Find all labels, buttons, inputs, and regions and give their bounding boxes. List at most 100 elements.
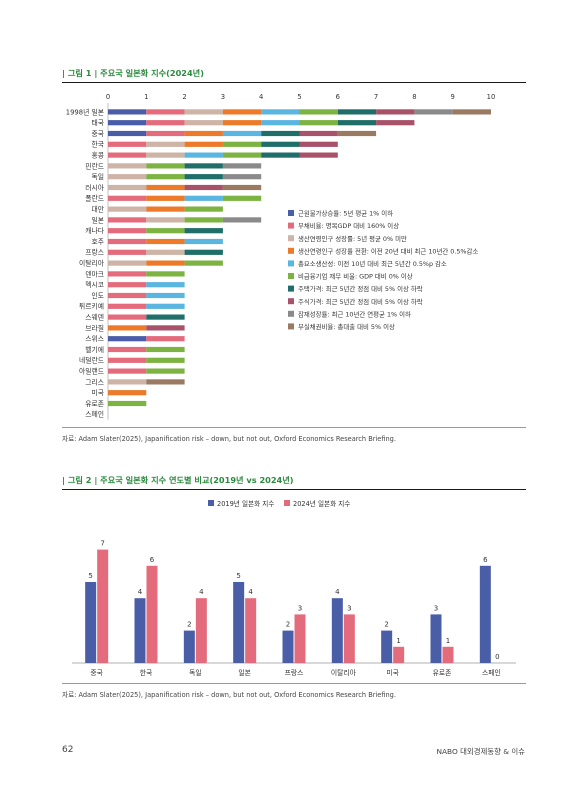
- category-label: 벨기에: [85, 345, 104, 354]
- legend-label: 생산연령인구 성장률 전환: 이전 20년 대비 최근 10년간 0.5%감소: [298, 246, 478, 255]
- category-label: 호주: [91, 238, 104, 246]
- legend-swatch: [288, 235, 294, 242]
- category-label: 유로존: [85, 400, 104, 408]
- bar-segment: [108, 206, 147, 212]
- figure-1-top-rule: [62, 82, 526, 83]
- category-label: 인도: [91, 291, 104, 300]
- category-label: 일본: [238, 668, 251, 677]
- data-label: 4: [335, 588, 340, 596]
- bar-segment: [146, 174, 185, 180]
- x-tick-label: 10: [487, 93, 496, 101]
- bar-segment: [146, 314, 185, 320]
- legend-swatch: [288, 222, 294, 229]
- x-tick-label: 4: [259, 93, 263, 101]
- category-label: 태국: [91, 119, 104, 127]
- data-label: 4: [199, 588, 204, 596]
- category-label: 독일: [189, 668, 202, 677]
- publication-name: NABO 대외경제동향 & 이슈: [436, 747, 525, 756]
- legend-swatch: [284, 500, 290, 506]
- category-label: 1998년 일본: [66, 107, 104, 116]
- figure-2-bottom-rule: [62, 683, 526, 684]
- bar-segment: [184, 217, 223, 223]
- bar-segment: [108, 152, 147, 158]
- data-label: 5: [88, 572, 92, 580]
- bar-segment: [108, 109, 147, 115]
- bar-segment: [146, 141, 185, 147]
- legend-swatch: [288, 298, 294, 305]
- bar: [331, 598, 343, 663]
- bar: [245, 598, 257, 663]
- bar-segment: [108, 357, 147, 363]
- bar: [343, 614, 355, 663]
- figure-2-number: 그림 2: [67, 475, 92, 485]
- bar-segment: [299, 109, 338, 115]
- figure-1-heading: 주요국 일본화 지수(2024년): [100, 68, 204, 78]
- data-label: 1: [396, 637, 400, 645]
- bar-segment: [222, 195, 262, 201]
- data-label: 2: [286, 621, 290, 629]
- x-tick-label: 1: [144, 93, 148, 101]
- figure-2-title: | 그림 2 | 주요국 일본화 지수 연도별 비교(2019년 vs 2024…: [62, 475, 294, 485]
- bar-segment: [108, 400, 147, 407]
- bar-segment: [146, 325, 185, 331]
- bar: [85, 582, 97, 663]
- legend-swatch: [288, 285, 294, 292]
- bar-segment: [222, 174, 262, 180]
- bar-segment: [146, 260, 185, 266]
- data-label: 3: [347, 604, 351, 612]
- bar-segment: [337, 130, 377, 137]
- category-label: 네덜란드: [79, 356, 104, 365]
- bar-segment: [108, 130, 147, 137]
- bar: [146, 565, 158, 663]
- category-label: 중국: [91, 130, 104, 138]
- bar-segment: [146, 303, 185, 309]
- figure-1-chart: 0 1 2 3 4 5 6 7 8 9 10 1998년 일본태국중국한국홍콩핀란드독일러시아폴란드대…: [66, 93, 496, 420]
- category-label: 대만: [91, 205, 104, 214]
- bar-segment: [299, 120, 338, 126]
- legend-label: 잠재성장률: 최근 10년간 연평균 1% 이하: [298, 309, 411, 318]
- bar-segment: [261, 141, 300, 147]
- category-label: 폴란드: [85, 195, 104, 203]
- bar: [183, 630, 195, 663]
- bar: [381, 630, 393, 663]
- bar-segment: [222, 152, 262, 158]
- bar-segment: [184, 141, 223, 147]
- bar-segment: [108, 228, 147, 234]
- bar-segment: [108, 184, 147, 191]
- bar-segment: [146, 238, 185, 245]
- bar-segment: [108, 238, 147, 245]
- bar-segment: [184, 174, 223, 180]
- bar-segment: [184, 163, 223, 169]
- data-label: 7: [100, 540, 104, 548]
- category-label: 프랑스: [285, 669, 304, 677]
- figure-2-source: 자료: Adam Slater(2025), Japanification ri…: [62, 691, 396, 699]
- bar-segment: [222, 163, 262, 169]
- category-label: 핀란드: [85, 161, 104, 170]
- figure-2-chart: 2019년 일본화 지수 2024년 일본화 지수57중국46한국24독일54일본…: [72, 499, 516, 677]
- x-tick-label: 6: [336, 93, 340, 101]
- bar-segment: [146, 357, 185, 363]
- bar-segment: [184, 109, 223, 115]
- bar-segment: [184, 130, 223, 137]
- bar: [430, 614, 442, 663]
- data-label: 6: [483, 556, 488, 564]
- bar-segment: [146, 152, 185, 158]
- bar-segment: [146, 249, 185, 255]
- bar: [233, 582, 245, 663]
- category-label: 중국: [90, 669, 103, 677]
- bar-segment: [184, 249, 223, 255]
- category-label: 미국: [91, 388, 104, 397]
- bar-segment: [376, 120, 415, 126]
- bar-segment: [108, 325, 147, 331]
- bar-segment: [108, 260, 147, 266]
- legend-swatch: [288, 260, 294, 267]
- category-label: 이탈리아: [331, 668, 357, 677]
- category-label: 유로존: [433, 669, 452, 677]
- bar-segment: [108, 292, 147, 299]
- bar: [393, 646, 405, 663]
- bar-segment: [222, 120, 262, 126]
- data-label: 4: [138, 588, 143, 596]
- data-label: 3: [298, 604, 302, 612]
- bar-segment: [146, 217, 185, 223]
- bar-segment: [146, 379, 185, 385]
